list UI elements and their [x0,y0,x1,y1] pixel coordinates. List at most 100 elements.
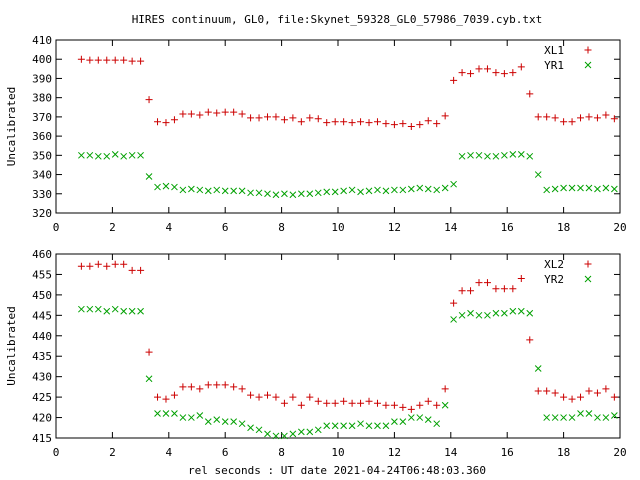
point-xl1 [577,114,585,122]
top-plot: 320 330 340 350 360 370 380 390 400 410 0 2 4 6 8 10 12 1… [5,34,627,234]
point-xl2 [348,399,356,407]
point-yr2 [526,309,534,317]
point-yr2 [534,365,542,372]
point-xl2 [196,385,204,393]
point-xl2 [306,393,314,401]
y-axis-label: Uncalibrated [5,87,18,166]
point-yr2 [458,311,466,319]
point-yr2 [484,311,491,319]
point-yr1 [162,182,170,190]
point-xl1 [170,116,178,124]
point-yr2 [230,418,238,425]
point-xl2 [340,397,348,405]
point-yr2 [433,420,441,428]
x-axis-label: rel seconds : UT date 2021-04-24T06:48:0… [188,464,486,477]
point-yr2 [382,422,390,430]
point-yr2 [289,430,297,438]
point-yr2 [611,412,618,419]
point-yr2 [128,307,136,315]
point-xl1 [297,118,305,126]
y-tick-label: 340 [32,169,52,182]
point-yr1 [441,184,449,192]
point-yr1 [255,189,263,197]
point-xl1 [399,120,407,128]
y-tick-label: 400 [32,53,52,66]
point-xl1 [179,110,187,118]
point-xl1 [509,69,517,77]
point-xl1 [314,115,322,123]
point-yr2 [543,414,551,421]
point-xl2 [314,397,322,405]
point-yr1 [391,186,398,194]
plot-frame [55,39,621,214]
point-xl2 [238,385,246,393]
x-tick-label: 2 [109,221,116,234]
point-xl2 [255,393,263,401]
point-xl1 [187,110,195,118]
point-yr2 [357,420,364,428]
y-tick-label: 430 [32,371,52,384]
point-yr2 [551,414,559,421]
y-tick-label: 420 [32,412,52,425]
point-xl2 [517,275,525,283]
point-xl2 [534,387,542,395]
point-yr1 [247,189,254,197]
legend-marker-xl1 [584,46,592,54]
point-yr1 [611,185,618,193]
point-yr2 [78,305,85,313]
point-yr1 [348,186,356,194]
point-yr2 [188,414,195,421]
point-yr1 [450,180,457,188]
point-yr2 [509,307,517,315]
point-xl1 [534,113,542,121]
point-xl2 [560,393,568,401]
point-yr2 [154,410,161,417]
y-tick-label: 370 [32,111,52,124]
point-xl1 [221,108,229,116]
point-xl2 [86,262,94,270]
point-xl1 [137,57,145,65]
point-xl1 [238,110,246,118]
x-tick-label: 4 [165,221,172,234]
point-xl1 [492,69,500,77]
y-tick-label: 350 [32,149,52,162]
point-yr2 [331,422,339,430]
point-xl1 [424,117,432,125]
point-yr2 [162,410,170,417]
point-yr2 [179,414,187,421]
x-tick-label: 6 [222,221,229,234]
point-yr2 [272,432,280,440]
x-tick-label: 14 [444,446,458,459]
point-yr2 [306,428,314,436]
x-tick-label: 20 [613,446,626,459]
point-yr1 [594,185,601,193]
point-yr1 [467,151,474,159]
point-yr1 [560,184,567,192]
point-xl2 [145,348,153,356]
point-xl2 [407,405,415,413]
point-yr1 [297,190,305,198]
point-xl1 [543,113,551,121]
point-yr1 [543,186,551,194]
y-tick-label: 460 [32,248,52,261]
point-yr1 [416,184,424,192]
point-yr2 [213,416,221,423]
point-xl2 [247,391,255,399]
point-xl1 [585,113,593,121]
point-yr2 [501,309,508,317]
point-xl2 [365,397,373,405]
y-tick-label: 445 [32,309,52,322]
point-yr2 [247,424,254,432]
point-yr1 [238,187,246,195]
point-xl1 [323,119,331,127]
point-yr1 [188,185,195,193]
x-tick-label: 10 [331,221,344,234]
point-xl2 [483,279,491,287]
point-yr1 [128,151,136,159]
point-yr1 [374,186,381,194]
point-xl2 [297,401,305,409]
point-yr2 [602,414,610,421]
point-xl1 [365,119,373,127]
point-yr2 [323,422,331,430]
x-tick-label: 18 [557,221,570,234]
